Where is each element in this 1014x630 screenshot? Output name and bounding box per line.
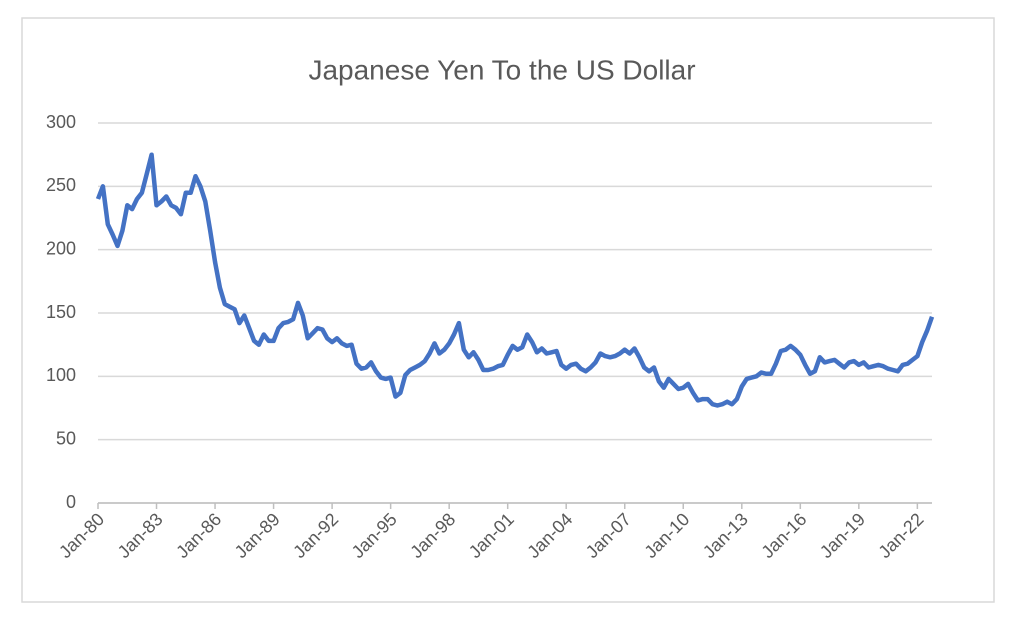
y-tick-label: 100 bbox=[46, 365, 76, 385]
y-tick-label: 50 bbox=[56, 428, 76, 448]
y-tick-label: 200 bbox=[46, 238, 76, 258]
data-line bbox=[95, 152, 935, 408]
chart-title: Japanese Yen To the US Dollar bbox=[308, 54, 695, 85]
y-tick-label: 300 bbox=[46, 112, 76, 132]
y-tick-label: 150 bbox=[46, 302, 76, 322]
y-tick-label: 250 bbox=[46, 175, 76, 195]
y-tick-label: 0 bbox=[66, 492, 76, 512]
